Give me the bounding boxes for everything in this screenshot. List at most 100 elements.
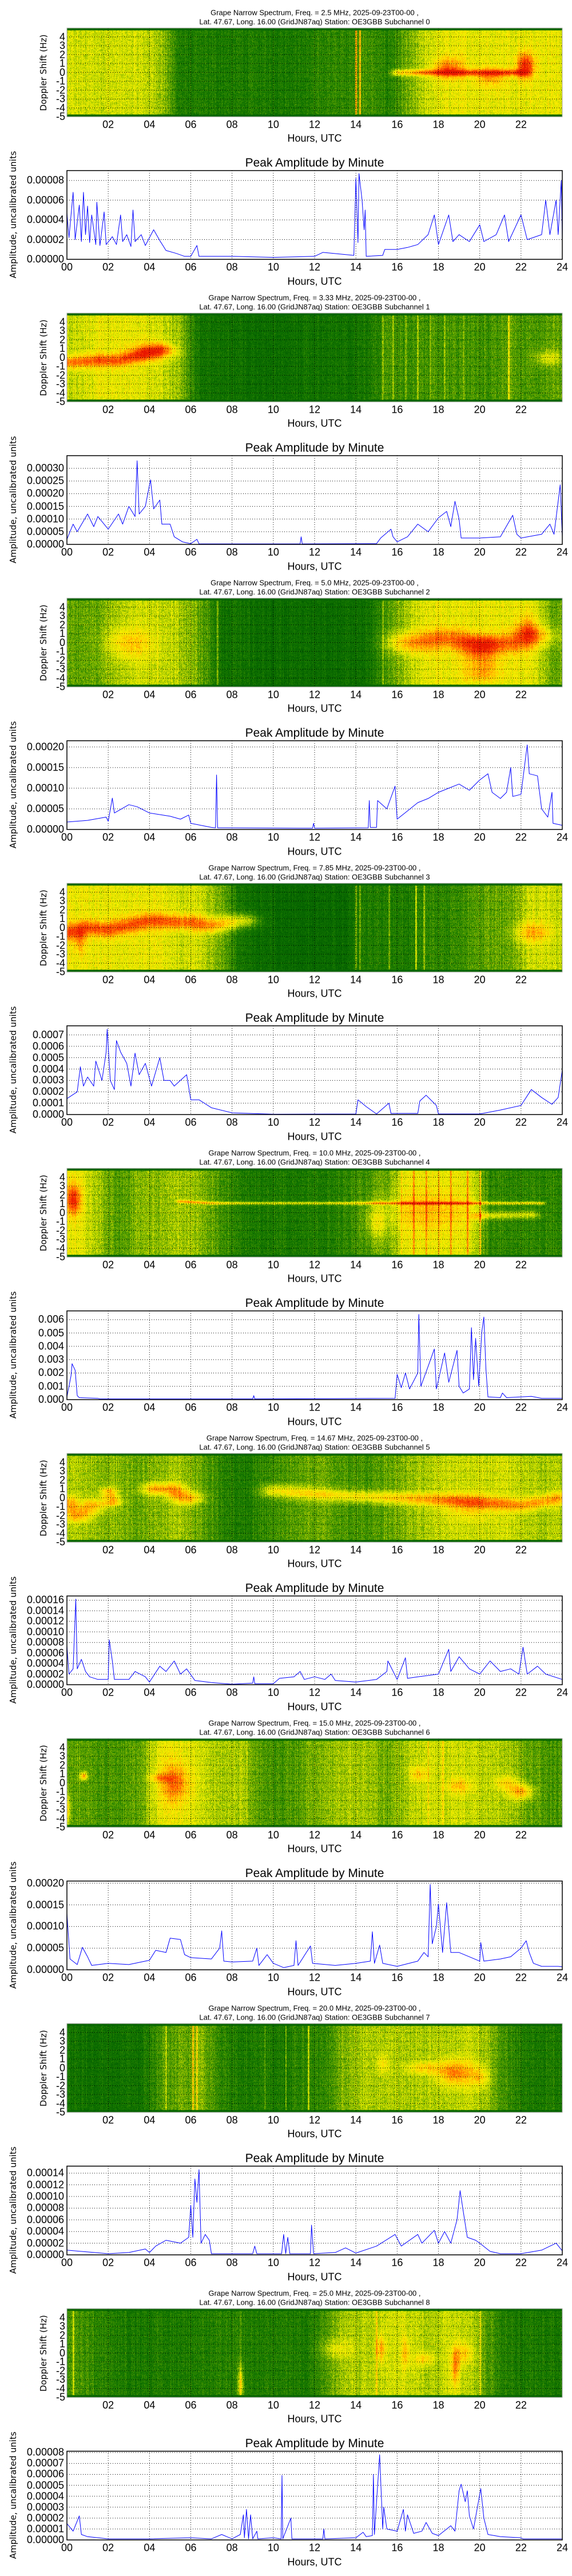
y-tick-label: 0.0003 <box>32 1074 64 1086</box>
y-tick-label: -2 <box>55 939 65 951</box>
amplitude-line-chart <box>66 1595 563 1685</box>
x-tick-label: 18 <box>432 974 444 986</box>
x-axis-label: Hours, UTC <box>287 417 342 429</box>
x-tick-label: 12 <box>308 1544 321 1556</box>
x-tick-label: 02 <box>102 1116 114 1128</box>
x-tick-label: 20 <box>474 404 486 416</box>
x-axis-label: Hours, UTC <box>287 2556 342 2568</box>
y-tick-label: 0.00010 <box>26 782 64 794</box>
line-chart-title: Peak Amplitude by Minute <box>245 1582 384 1595</box>
y-tick-label: 0.00020 <box>26 487 64 499</box>
x-tick-label: 00 <box>61 1116 73 1128</box>
line-chart-title: Peak Amplitude by Minute <box>245 441 384 455</box>
y-tick-label: 0.00006 <box>26 194 64 206</box>
x-tick-label: 08 <box>226 1829 238 1841</box>
y-tick-label: 0.001 <box>38 1380 64 1392</box>
x-tick-label: 22 <box>515 1686 527 1698</box>
y-tick-label: -4 <box>55 387 65 398</box>
x-tick-label: 10 <box>267 974 279 986</box>
y-tick-label: 0.00016 <box>26 1594 64 1606</box>
y-tick-label: 0.00020 <box>26 1877 64 1889</box>
y-axis-label: Doppler Shift (Hz) <box>38 1745 49 1822</box>
y-tick-label: -3 <box>55 1518 65 1530</box>
x-tick-label: 00 <box>61 2542 73 2554</box>
y-tick-label: -2 <box>55 1795 65 1806</box>
x-tick-label: 04 <box>144 2542 156 2554</box>
x-tick-label: 06 <box>185 689 197 701</box>
y-tick-label: 0 <box>59 66 65 78</box>
y-tick-label: -1 <box>55 930 65 942</box>
y-tick-label: 0.0000 <box>32 1108 64 1120</box>
x-tick-label: 14 <box>350 1686 362 1698</box>
y-tick-label: 0.00005 <box>26 526 64 538</box>
y-tick-label: 0.00008 <box>26 2446 64 2458</box>
y-tick-label: -1 <box>55 360 65 372</box>
x-tick-label: 20 <box>474 1401 486 1413</box>
y-tick-label: 0.00000 <box>26 2534 64 2546</box>
x-tick-label: 06 <box>185 1259 197 1271</box>
x-tick-label: 10 <box>267 2114 279 2126</box>
x-tick-label: 08 <box>226 1686 238 1698</box>
y-axis-label: Doppler Shift (Hz) <box>38 1460 49 1536</box>
x-tick-label: 16 <box>391 1116 403 1128</box>
y-tick-label: 0.003 <box>38 1353 64 1365</box>
y-tick-label: 1 <box>59 1198 65 1210</box>
y-tick-label: 0.00015 <box>26 500 64 512</box>
x-tick-label: 02 <box>102 689 114 701</box>
amplitude-line-chart <box>66 2166 563 2255</box>
y-tick-label: 0 <box>59 1777 65 1788</box>
plot-frame <box>66 883 563 973</box>
y-tick-label: 2 <box>59 49 65 60</box>
x-tick-label: 04 <box>144 546 156 558</box>
x-tick-label: 18 <box>432 831 444 843</box>
x-tick-label: 20 <box>474 1259 486 1271</box>
y-axis-label: Amplitude, uncalibrated units <box>8 1006 18 1134</box>
y-tick-label: 0.006 <box>38 1313 64 1325</box>
y-tick-label: 3 <box>59 1465 65 1477</box>
x-tick-label: 10 <box>267 689 279 701</box>
x-tick-label: 10 <box>267 546 279 558</box>
x-tick-label: 16 <box>391 689 403 701</box>
y-tick-label: 0.0002 <box>32 1085 64 1097</box>
y-tick-label: 1 <box>59 342 65 354</box>
x-tick-label: 24 <box>556 1116 569 1128</box>
y-tick-label: 1 <box>59 1483 65 1495</box>
x-tick-label: 06 <box>185 118 197 131</box>
y-tick-label: 3 <box>59 325 65 337</box>
x-tick-label: 02 <box>102 2257 114 2269</box>
x-tick-label: 20 <box>474 2542 486 2554</box>
y-tick-label: 0.00006 <box>26 1647 64 1659</box>
x-tick-label: 14 <box>350 1544 362 1556</box>
x-tick-label: 02 <box>102 1829 114 1841</box>
x-tick-label: 18 <box>432 404 444 416</box>
x-tick-label: 16 <box>391 261 403 273</box>
x-tick-label: 10 <box>267 1259 279 1271</box>
x-tick-label: 22 <box>515 974 527 986</box>
y-tick-label: 0.002 <box>38 1366 64 1378</box>
y-tick-label: -3 <box>55 2373 65 2385</box>
x-tick-label: 22 <box>515 1544 527 1556</box>
x-tick-label: 24 <box>556 1401 569 1413</box>
y-tick-label: -4 <box>55 1527 65 1539</box>
plot-frame <box>66 598 563 688</box>
y-tick-label: 4 <box>59 601 65 613</box>
peak-amplitude-series <box>66 173 563 258</box>
y-tick-label: 2 <box>59 619 65 630</box>
y-axis-label: Doppler Shift (Hz) <box>38 890 49 966</box>
y-axis-label: Amplitude, uncalibrated units <box>8 1291 18 1419</box>
y-tick-label: 0.00014 <box>26 2167 64 2179</box>
x-tick-label: 04 <box>144 118 156 131</box>
x-tick-label: 14 <box>350 2399 362 2411</box>
x-tick-label: 02 <box>102 1971 114 1984</box>
y-tick-label: 4 <box>59 1741 65 1753</box>
y-tick-label: 0.0005 <box>32 1052 64 1064</box>
plot-frame <box>66 1880 563 1970</box>
y-tick-label: -2 <box>55 1510 65 1521</box>
x-tick-label: 20 <box>474 2399 486 2411</box>
y-tick-label: 0.00000 <box>26 823 64 835</box>
y-tick-label: -4 <box>55 957 65 969</box>
plot-frame <box>66 2166 563 2255</box>
x-tick-label: 08 <box>226 831 238 843</box>
y-tick-label: -3 <box>55 1233 65 1245</box>
y-tick-label: 0.00001 <box>26 2523 64 2535</box>
